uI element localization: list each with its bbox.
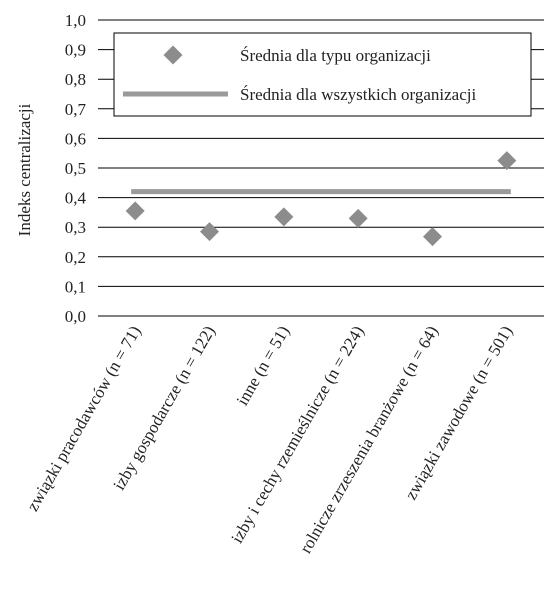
legend-diamond-marker [163, 45, 183, 65]
data-point-diamond [200, 222, 219, 242]
y-tick-label: 0,2 [65, 248, 86, 267]
y-tick-label: 0,0 [65, 307, 86, 326]
category-label: izby i cechy rzemieślnicze (n = 224) [227, 323, 367, 547]
y-tick-label: 0,3 [65, 218, 86, 237]
data-point-diamond [125, 201, 145, 221]
y-tick-label: 0,1 [65, 277, 86, 296]
data-point-diamond [423, 227, 442, 247]
y-tick-labels: 0,0 0,1 0,2 0,3 0,4 0,5 0,6 0,7 0,8 0,9 1,0 [65, 11, 87, 326]
y-tick-label: 0,5 [65, 159, 86, 178]
y-tick-label: 0,4 [65, 189, 87, 208]
y-tick-label: 0,8 [65, 70, 86, 89]
category-label: rolnicze zrzeszenia branżowe (n = 64) [296, 323, 442, 557]
legend-box [113, 32, 532, 117]
data-point-diamond [274, 207, 294, 227]
y-tick-label: 0,7 [65, 100, 87, 119]
legend: Średnia dla typu organizacji Średnia dla… [113, 32, 532, 117]
y-tick-label: 0,9 [65, 41, 86, 60]
y-tick-label: 1,0 [65, 11, 86, 30]
data-point-diamond [348, 208, 368, 228]
legend-label-type-average: Średnia dla typu organizacji [240, 46, 431, 65]
legend-label-overall-average: Średnia dla wszystkich organizacji [240, 85, 476, 104]
y-tick-label: 0,6 [65, 129, 86, 148]
category-label: inne (n = 51) [233, 323, 294, 409]
marker-layer [125, 151, 517, 247]
x-category-labels: związki pracodawców (n = 71)izby gospoda… [23, 323, 516, 557]
y-axis-title: Indeks centralizacji [15, 103, 34, 236]
data-point-diamond [497, 151, 517, 171]
